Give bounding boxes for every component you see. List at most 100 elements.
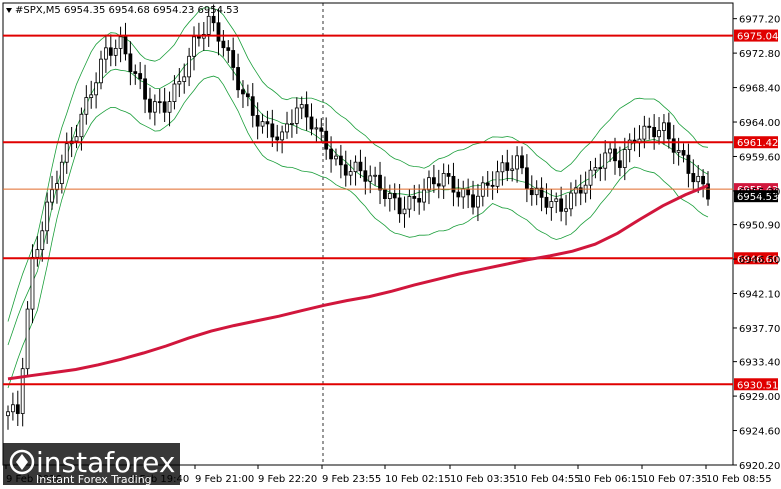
candle-body xyxy=(74,136,79,142)
candle-body xyxy=(25,308,30,370)
candle-body xyxy=(334,155,338,160)
candle-body xyxy=(59,161,64,185)
candle-body xyxy=(652,127,657,138)
candle-body xyxy=(363,170,368,182)
moving-average-line xyxy=(7,184,709,381)
candle-body xyxy=(422,189,426,203)
candle-body xyxy=(314,127,319,130)
y-tick-label: 6937.70 xyxy=(739,324,780,335)
level-badge-label: 6975.04 xyxy=(737,32,778,43)
candle-body xyxy=(515,155,519,170)
candle-body xyxy=(691,173,696,183)
level-badge-label: 6961.42 xyxy=(737,138,778,149)
candle-body xyxy=(6,411,10,417)
y-tick-label: 6955.20 xyxy=(739,187,780,198)
candle-body xyxy=(378,174,382,191)
y-tick-label: 6977.20 xyxy=(739,15,780,26)
candle-body xyxy=(613,148,617,162)
candle-body xyxy=(206,15,211,35)
level-badge xyxy=(734,252,778,265)
candle-body xyxy=(387,193,392,200)
y-tick-label: 6959.60 xyxy=(739,152,780,163)
candle-body xyxy=(221,40,226,49)
candle-body xyxy=(627,139,632,150)
y-tick-label: 6968.40 xyxy=(739,84,780,95)
candle-body xyxy=(250,96,255,116)
candle-body xyxy=(275,136,280,141)
candle-body xyxy=(231,50,236,68)
current-price-label: 6954.53 xyxy=(737,192,778,203)
candle-body xyxy=(148,98,152,113)
candle-body xyxy=(338,155,343,166)
candle-body xyxy=(412,196,417,199)
x-tick-label: 9 Feb 23:55 xyxy=(322,474,381,485)
candle-body xyxy=(485,182,490,186)
x-tick-label: 10 Feb 03:35 xyxy=(450,474,516,485)
candle-body xyxy=(15,404,20,414)
candle-body xyxy=(534,187,539,196)
price-axis: 6977.20 6972.80 6968.40 6964.00 6959.60 6955.… xyxy=(733,15,780,472)
candle-body xyxy=(182,76,187,82)
candle-body xyxy=(642,125,647,140)
candle-body xyxy=(10,404,15,413)
candle-body xyxy=(500,162,505,173)
candle-body xyxy=(192,36,196,57)
candle-body xyxy=(431,177,436,185)
candle-body xyxy=(177,81,182,85)
candle-body xyxy=(608,148,612,154)
logo-mark xyxy=(16,454,28,470)
candle-body xyxy=(94,82,99,96)
x-tick-label: 10 Feb 06:15 xyxy=(578,474,644,485)
candle-body xyxy=(456,191,461,198)
y-tick-label: 6924.60 xyxy=(739,427,780,438)
candle-body xyxy=(666,122,671,140)
candle-body xyxy=(427,177,431,191)
candle-body xyxy=(617,160,622,168)
candle-body xyxy=(383,189,387,200)
candle-body xyxy=(172,83,177,102)
level-badge xyxy=(734,29,778,42)
candle-body xyxy=(108,47,113,56)
candle-body xyxy=(133,71,138,74)
x-tick-label: 10 Feb 04:55 xyxy=(515,474,581,485)
candle-body xyxy=(593,167,598,171)
candle-body xyxy=(40,230,45,251)
candle-body xyxy=(304,104,309,118)
candle-body xyxy=(55,183,59,191)
candle-body xyxy=(50,189,54,203)
candle-body xyxy=(520,155,524,169)
candle-body xyxy=(157,101,162,104)
candle-body xyxy=(290,122,294,125)
triangle-down-icon[interactable] xyxy=(6,8,12,13)
candle-body xyxy=(329,148,333,160)
level-badge-label: 6946.60 xyxy=(737,254,778,265)
x-tick-label: 10 Feb 08:55 xyxy=(706,474,772,485)
candle-body xyxy=(241,89,245,95)
candle-body xyxy=(353,161,358,173)
candle-body xyxy=(211,15,216,24)
candle-body xyxy=(578,187,583,194)
candle-body xyxy=(696,175,701,183)
candle-body xyxy=(441,173,446,187)
moving-average xyxy=(7,184,709,381)
candle-body xyxy=(598,167,603,169)
candle-body xyxy=(113,48,118,56)
candlesticks xyxy=(6,4,710,430)
x-tick-label: 9 Feb 21:00 xyxy=(195,474,254,485)
candle-body xyxy=(392,193,397,199)
candle-body xyxy=(407,196,412,210)
candle-body xyxy=(701,175,706,185)
candle-body xyxy=(260,121,265,127)
candle-body xyxy=(569,192,573,210)
candle-body xyxy=(524,167,529,189)
watermark-tagline: Instant Forex Trading xyxy=(36,473,152,486)
candle-body xyxy=(554,198,559,202)
candle-body xyxy=(368,175,373,182)
candle-body xyxy=(162,101,167,113)
candle-body xyxy=(397,197,402,215)
symbol-ohlc-text: #SPX,M5 6954.35 6954.68 6954.23 6954.53 xyxy=(15,5,239,16)
candle-body xyxy=(348,171,353,176)
candle-body xyxy=(197,36,201,39)
